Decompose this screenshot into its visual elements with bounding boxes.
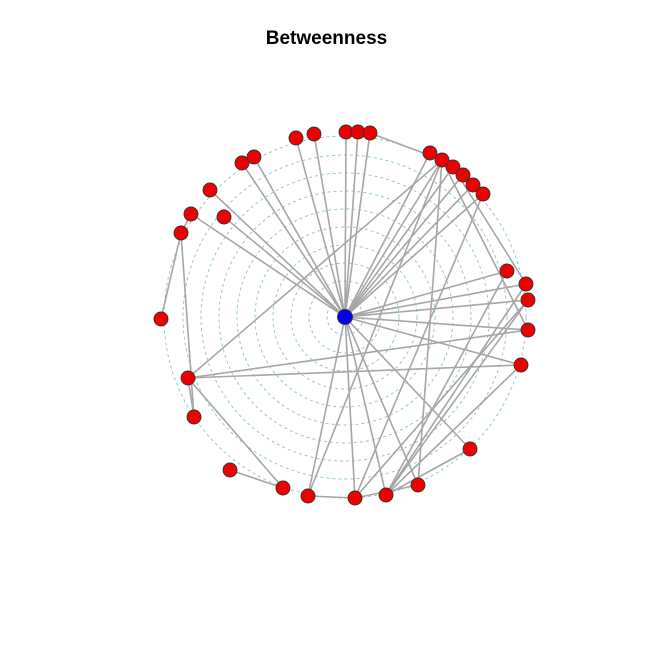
edge-hub-n21 [344,270,508,318]
node-n20 [475,186,491,202]
node-n2 [173,225,189,241]
node-n32 [222,462,238,478]
node-n1 [153,311,169,327]
edge-hub-n23 [344,299,529,318]
node-n22 [518,276,534,292]
node-n21 [499,263,515,279]
node-n10 [288,130,304,146]
edge-hub-n29 [344,316,356,499]
node-n3 [180,370,196,386]
node-n24 [520,322,536,338]
node-hub [337,309,353,325]
node-n5 [183,206,199,222]
node-n15 [422,145,438,161]
edge-n16-n27 [417,159,443,486]
node-n11 [306,126,322,142]
edge-n31-n3 [187,377,284,489]
node-n23 [520,292,536,308]
edge-n29-n30 [307,495,356,499]
ring-7 [218,190,472,444]
ring-6 [236,208,454,426]
node-n28 [378,487,394,503]
edge-hub-n17 [344,166,454,318]
edge-hub-n12 [344,131,347,318]
ring-9 [182,154,508,480]
node-n17 [445,159,461,175]
edge-hub-n13 [344,131,359,318]
node-n8 [234,155,250,171]
node-n31 [275,480,291,496]
node-n29 [347,490,363,506]
chart-title: Betweenness [265,28,388,49]
edge-hub-n30 [307,316,346,497]
edge-hub-n28 [344,316,387,496]
edge-n28-n26 [385,448,471,496]
edge-hub-n18 [344,174,464,318]
edge-hub-n5 [190,213,346,318]
edge-n16-n3 [187,159,443,379]
edge-hub-n10 [295,137,346,318]
node-n25 [513,357,529,373]
edge-n28-n23 [385,299,529,496]
node-n9 [246,149,262,165]
edge-n28-n22 [385,283,527,496]
edge-hub-n25 [344,316,522,366]
edge-n3-n24 [187,329,529,379]
edge-hub-n27 [344,316,419,486]
edge-n28-n25 [385,364,522,496]
edge-hub-n26 [344,316,471,450]
edge-n28-n21 [385,270,508,496]
node-n4 [186,409,202,425]
edge-n17-n22 [452,166,527,285]
node-n18 [455,167,471,183]
graph-edges [160,131,529,499]
edge-hub-n7 [223,216,346,318]
edge-n16-n30 [307,159,443,497]
graph-nodes [153,124,536,506]
node-n30 [300,488,316,504]
edge-hub-n6 [209,189,346,318]
edge-hub-n20 [344,193,484,318]
edge-n31-n32 [229,469,284,489]
node-n14 [362,125,378,141]
edge-n29-n23 [354,299,529,499]
node-n6 [202,182,218,198]
edge-hub-n15 [344,152,431,318]
node-n27 [410,477,426,493]
node-n19 [465,177,481,193]
edge-hub-n19 [344,184,474,318]
edge-n4-n2 [180,232,195,418]
edge-n2-n1 [160,232,182,320]
node-n7 [216,209,232,225]
edge-hub-n11 [313,133,346,318]
edge-hub-n14 [344,132,371,318]
edge-hub-n22 [344,283,527,318]
node-n26 [462,441,478,457]
edge-hub-n9 [253,156,346,318]
ring-5 [254,226,436,408]
edge-n3-n25 [187,364,522,379]
edge-hub-n8 [241,162,346,318]
node-n16 [434,152,450,168]
edge-hub-n16 [344,159,443,318]
